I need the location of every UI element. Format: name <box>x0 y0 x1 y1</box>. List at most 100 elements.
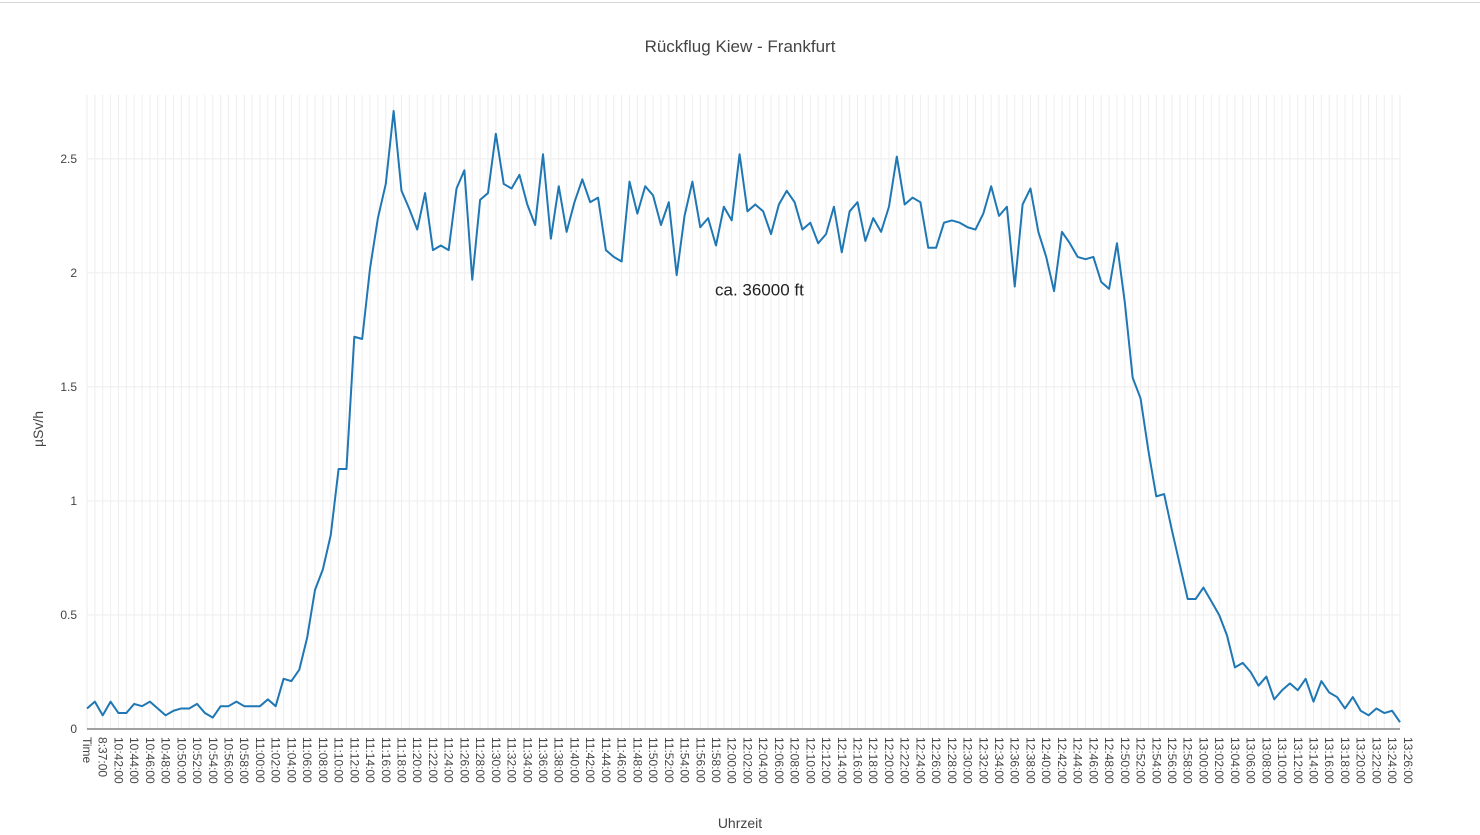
x-tick-label: 11:28:00 <box>473 737 487 783</box>
x-tick-label: 12:30:00 <box>961 737 975 784</box>
top-divider <box>0 2 1480 3</box>
x-tick-label: 13:18:00 <box>1338 737 1352 784</box>
x-axis-ticks: Time 8:37:00 10:42:00 10:44:00 10:46:00 10:48… <box>80 737 1415 784</box>
x-tick-label: 11:24:00 <box>442 737 456 783</box>
horizontal-gridlines <box>87 158 1400 616</box>
x-tick-label: 12:40:00 <box>1039 737 1053 784</box>
x-tick-label: 10:54:00 <box>206 737 220 784</box>
x-tick-label: 12:00:00 <box>725 737 739 784</box>
x-tick-label: 13:14:00 <box>1307 737 1321 784</box>
x-tick-label: 13:12:00 <box>1291 737 1305 784</box>
x-tick-label: 13:24:00 <box>1385 737 1399 784</box>
x-tick-label: 12:58:00 <box>1181 737 1195 784</box>
x-tick-label: 12:56:00 <box>1165 737 1179 784</box>
x-tick-label: Time <box>80 737 94 764</box>
x-tick-label: 11:48:00 <box>630 737 644 783</box>
x-tick-label: 13:00:00 <box>1196 737 1210 784</box>
altitude-annotation: ca. 36000 ft <box>715 281 804 300</box>
x-tick-label: 10:48:00 <box>159 737 173 784</box>
x-tick-label: 12:34:00 <box>992 737 1006 784</box>
x-tick-label: 11:32:00 <box>505 737 519 783</box>
x-tick-label: 12:14:00 <box>835 737 849 784</box>
x-tick-label: 12:20:00 <box>882 737 896 784</box>
x-tick-label: 12:16:00 <box>851 737 865 784</box>
x-tick-label: 13:16:00 <box>1322 737 1336 784</box>
x-tick-label: 12:02:00 <box>740 737 754 784</box>
x-tick-label: 11:50:00 <box>646 737 660 783</box>
x-tick-label: 13:06:00 <box>1244 737 1258 784</box>
y-tick-label: 1.5 <box>60 380 77 394</box>
x-tick-label: 8:37:00 <box>96 737 110 777</box>
x-tick-label: 10:46:00 <box>143 737 157 784</box>
x-axis-title: Uhrzeit <box>718 815 762 831</box>
x-tick-label: 10:42:00 <box>111 737 125 784</box>
vertical-gridlines <box>86 95 1401 729</box>
x-tick-label: 13:26:00 <box>1401 737 1415 784</box>
x-tick-label: 11:26:00 <box>457 737 471 783</box>
x-tick-label: 13:04:00 <box>1228 737 1242 784</box>
x-tick-label: 12:32:00 <box>976 737 990 784</box>
x-tick-label: 11:38:00 <box>552 737 566 783</box>
x-tick-label: 11:02:00 <box>269 737 283 783</box>
x-tick-label: 12:42:00 <box>1055 737 1069 784</box>
series-layer <box>86 109 1401 723</box>
x-tick-label: 12:04:00 <box>756 737 770 784</box>
x-tick-label: 10:56:00 <box>222 737 236 784</box>
x-tick-label: 13:10:00 <box>1275 737 1289 784</box>
series-line <box>86 109 1401 723</box>
x-tick-label: 11:36:00 <box>536 737 550 783</box>
x-tick-label: 13:22:00 <box>1369 737 1383 784</box>
x-tick-label: 11:44:00 <box>599 737 613 783</box>
x-tick-label: 12:18:00 <box>866 737 880 784</box>
x-tick-label: 12:26:00 <box>929 737 943 784</box>
x-tick-label: 10:50:00 <box>174 737 188 784</box>
y-tick-label: 0.5 <box>60 608 77 622</box>
y-tick-label: 2 <box>70 266 77 280</box>
x-tick-label: 12:36:00 <box>1008 737 1022 784</box>
x-tick-label: 11:22:00 <box>426 737 440 783</box>
x-tick-label: 11:30:00 <box>489 737 503 783</box>
x-tick-label: 11:00:00 <box>253 737 267 783</box>
x-tick-label: 10:44:00 <box>127 737 141 784</box>
x-tick-label: 12:24:00 <box>913 737 927 784</box>
x-tick-label: 12:06:00 <box>772 737 786 784</box>
x-tick-label: 12:10:00 <box>803 737 817 784</box>
x-tick-label: 10:58:00 <box>237 737 251 784</box>
x-tick-label: 11:10:00 <box>332 737 346 783</box>
x-tick-label: 11:54:00 <box>678 737 692 783</box>
x-tick-label: 11:42:00 <box>583 737 597 783</box>
x-tick-label: 12:48:00 <box>1102 737 1116 784</box>
x-tick-label: 11:12:00 <box>347 737 361 783</box>
x-tick-label: 11:20:00 <box>410 737 424 783</box>
x-tick-label: 12:44:00 <box>1071 737 1085 784</box>
x-tick-label: 12:52:00 <box>1134 737 1148 784</box>
x-tick-label: 13:02:00 <box>1212 737 1226 784</box>
x-tick-label: 11:40:00 <box>567 737 581 783</box>
x-tick-label: 10:52:00 <box>190 737 204 784</box>
x-tick-label: 11:06:00 <box>300 737 314 783</box>
x-tick-label: 11:56:00 <box>693 737 707 783</box>
x-tick-label: 11:52:00 <box>662 737 676 783</box>
x-tick-label: 12:50:00 <box>1118 737 1132 784</box>
y-tick-label: 0 <box>70 722 77 736</box>
x-tick-label: 12:54:00 <box>1149 737 1163 784</box>
x-tick-label: 12:28:00 <box>945 737 959 784</box>
x-tick-label: 12:12:00 <box>819 737 833 784</box>
x-tick-label: 11:46:00 <box>615 737 629 783</box>
x-tick-label: 12:22:00 <box>898 737 912 784</box>
x-tick-label: 13:08:00 <box>1259 737 1273 784</box>
x-tick-label: 12:08:00 <box>788 737 802 784</box>
x-tick-label: 12:46:00 <box>1086 737 1100 784</box>
x-tick-label: 13:20:00 <box>1354 737 1368 784</box>
chart-title: Rückflug Kiew - Frankfurt <box>645 37 836 56</box>
y-axis-title: µSv/h <box>30 411 46 447</box>
y-tick-label: 1 <box>70 494 77 508</box>
x-tick-label: 11:08:00 <box>316 737 330 783</box>
x-tick-label: 11:34:00 <box>520 737 534 783</box>
x-tick-label: 12:38:00 <box>1023 737 1037 784</box>
y-tick-label: 2.5 <box>60 152 77 166</box>
x-tick-label: 11:14:00 <box>363 737 377 783</box>
x-tick-label: 11:58:00 <box>709 737 723 783</box>
x-tick-label: 11:16:00 <box>379 737 393 783</box>
